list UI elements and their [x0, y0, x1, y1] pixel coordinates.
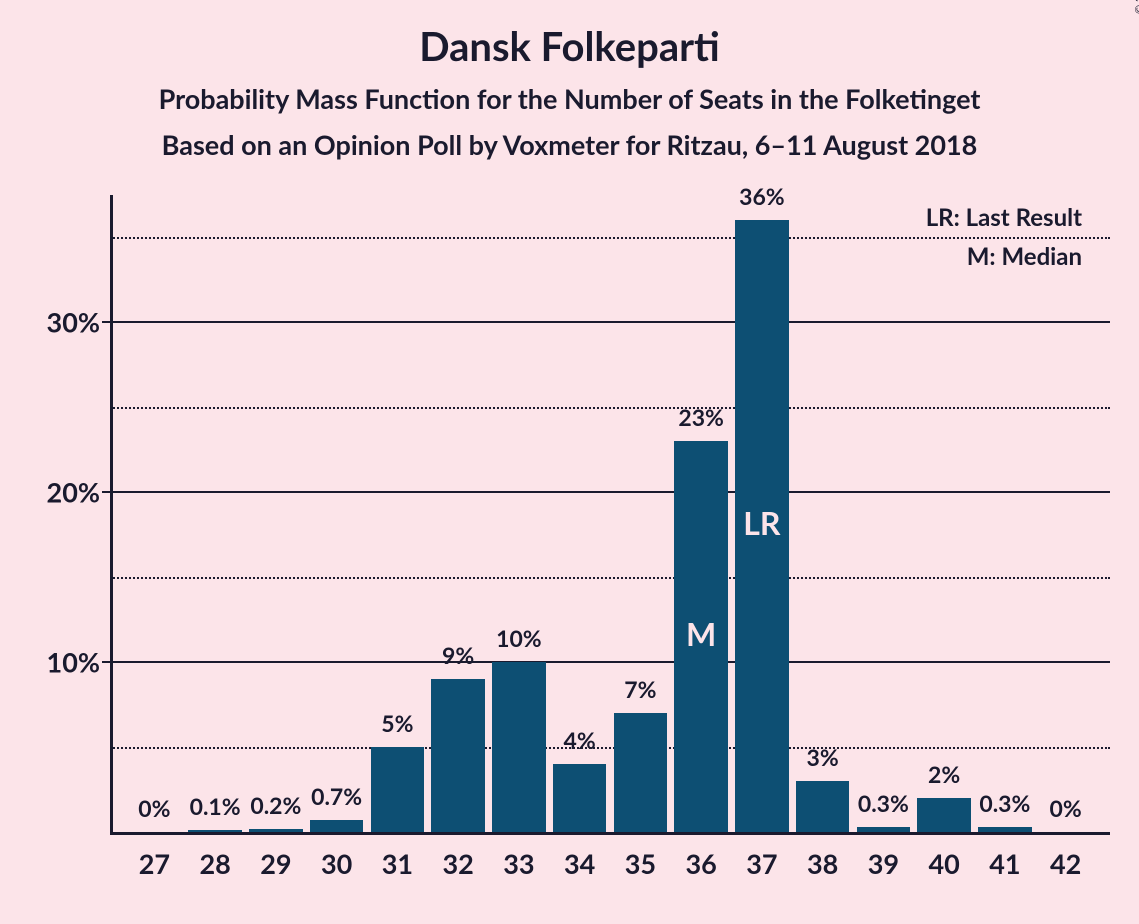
bars-group: 0%0.1%0.2%0.7%5%9%10%4%7%M23%LR36%3%0.3%…	[110, 195, 1110, 832]
x-tick-label: 32	[428, 847, 488, 880]
x-tick-label: 29	[246, 847, 306, 880]
x-tick-label: 30	[307, 847, 367, 880]
x-tick-label: 41	[975, 847, 1035, 880]
chart-subtitle-1: Probability Mass Function for the Number…	[0, 82, 1139, 115]
bar-value-label: 3%	[783, 743, 863, 771]
legend-m: M: Median	[967, 242, 1082, 271]
bar	[371, 747, 424, 832]
bar-value-label: 36%	[722, 182, 802, 210]
y-tick-label: 10%	[0, 646, 100, 679]
legend-lr: LR: Last Result	[926, 203, 1082, 232]
bar-value-label: 23%	[661, 403, 741, 431]
chart-container: Dansk Folkeparti Probability Mass Functi…	[0, 0, 1139, 924]
copyright-label: © 2019 Filip van Laenen	[1133, 0, 1139, 14]
chart-subtitle-2: Based on an Opinion Poll by Voxmeter for…	[0, 128, 1139, 161]
x-tick-label: 35	[610, 847, 670, 880]
y-tick-label: 20%	[0, 476, 100, 509]
bar	[978, 827, 1031, 832]
x-tick-label: 34	[550, 847, 610, 880]
y-tick	[102, 321, 110, 323]
bar-value-label: 10%	[479, 624, 559, 652]
bar-value-label: 0.7%	[297, 782, 377, 810]
bar	[857, 827, 910, 832]
x-tick-label: 28	[185, 847, 245, 880]
x-tick-label: 38	[793, 847, 853, 880]
x-tick-label: 42	[1036, 847, 1096, 880]
bar	[492, 662, 545, 832]
bar	[796, 781, 849, 832]
bar-value-label: 5%	[357, 709, 437, 737]
x-tick-label: 39	[853, 847, 913, 880]
bar: LR	[735, 220, 788, 832]
x-tick-label: 40	[914, 847, 974, 880]
x-tick-label: 37	[732, 847, 792, 880]
bar	[917, 798, 970, 832]
bar	[614, 713, 667, 832]
bar-value-label: 0.3%	[843, 789, 923, 817]
x-axis	[110, 832, 1110, 835]
bar	[553, 764, 606, 832]
y-tick	[102, 491, 110, 493]
bar: M	[674, 441, 727, 832]
chart-title: Dansk Folkeparti	[0, 22, 1139, 70]
bar-value-label: 7%	[600, 675, 680, 703]
median-marker: M	[686, 614, 716, 653]
last-result-marker: LR	[743, 503, 780, 542]
x-tick-label: 27	[124, 847, 184, 880]
bar	[249, 829, 302, 832]
bar	[431, 679, 484, 832]
plot-area: 0%0.1%0.2%0.7%5%9%10%4%7%M23%LR36%3%0.3%…	[110, 195, 1110, 835]
bar	[310, 820, 363, 832]
bar-value-label: 2%	[904, 760, 984, 788]
x-tick-label: 36	[671, 847, 731, 880]
y-tick-label: 30%	[0, 306, 100, 339]
x-tick-label: 31	[367, 847, 427, 880]
bar-value-label: 4%	[540, 726, 620, 754]
bar-value-label: 0%	[1026, 794, 1106, 822]
x-tick-label: 33	[489, 847, 549, 880]
bar	[188, 830, 241, 832]
y-tick	[102, 661, 110, 663]
